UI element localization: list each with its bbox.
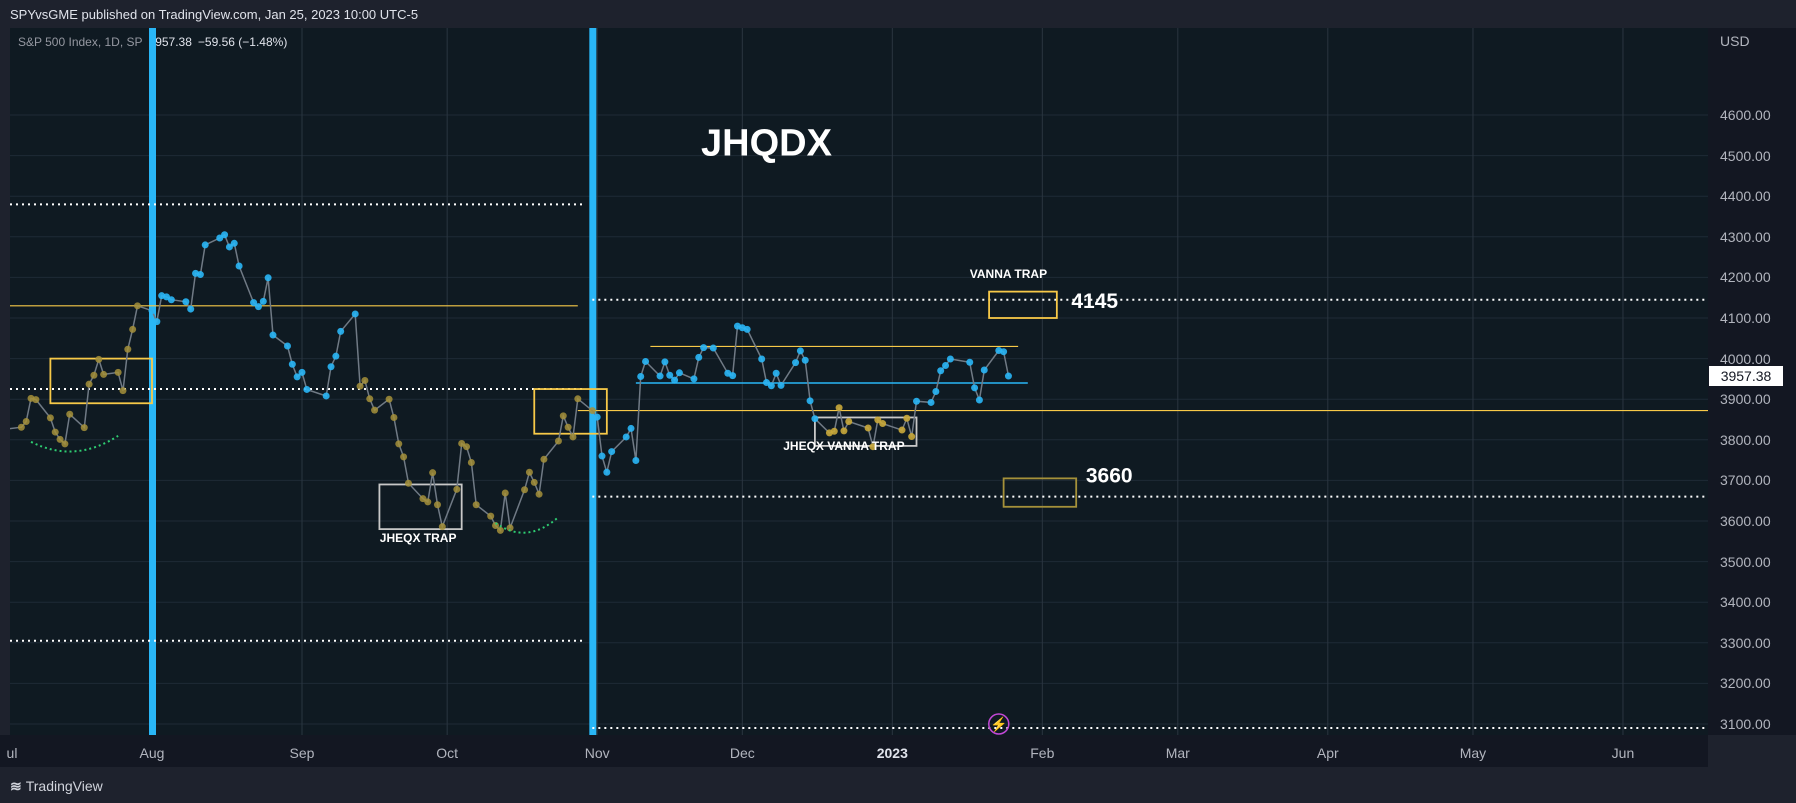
price-tick-label: 3400.00: [1720, 594, 1771, 611]
publish-info: SPYvsGME published on TradingView.com, J…: [10, 7, 419, 22]
publish-header: SPYvsGME published on TradingView.com, J…: [10, 7, 418, 22]
current-price-tag: 3957.38: [1709, 365, 1783, 386]
price-point: [0, 426, 6, 433]
price-tick-label: 3600.00: [1720, 513, 1771, 529]
last-price: 3957.38: [148, 35, 192, 49]
price-tick-label: 3800.00: [1720, 431, 1771, 448]
symbol-label[interactable]: S&P 500 Index, 1D, SP: [18, 35, 143, 49]
price-tick-label: 3500.00: [1720, 553, 1771, 570]
tradingview-logo[interactable]: ≋ TradingView: [10, 778, 103, 795]
time-tick-label: Dec: [729, 745, 755, 761]
price-tick-label: 4600.00: [1720, 107, 1771, 123]
price-tick-label: 4000.00: [1720, 350, 1771, 367]
time-tick-label: Mar: [1165, 745, 1190, 761]
price-tick-label: 3900.00: [1720, 391, 1771, 408]
currency-label[interactable]: USD: [1720, 33, 1750, 49]
plot-area[interactable]: [10, 28, 1708, 735]
time-axis[interactable]: [0, 735, 1708, 767]
price-tick-label: 4500.00: [1720, 147, 1771, 164]
time-tick-label: ul: [6, 745, 18, 761]
brand-label: TradingView: [25, 778, 103, 794]
tv-logo-icon: ≋: [10, 778, 22, 794]
time-tick-label: Feb: [1030, 745, 1055, 761]
price-change: −59.56 (−1.48%): [197, 35, 288, 49]
time-tick-label: Aug: [139, 745, 165, 761]
time-tick-label: Nov: [584, 745, 610, 761]
series-legend: S&P 500 Index, 1D, SP 3957.38 −59.56 (−1.4…: [18, 35, 287, 49]
price-tick-label: 4100.00: [1720, 310, 1771, 326]
time-tick-label: Jun: [1611, 745, 1635, 761]
time-tick-label: 2023: [876, 745, 908, 761]
price-tick-label: 3300.00: [1720, 634, 1771, 651]
time-tick-label: Apr: [1316, 745, 1339, 761]
price-tick-label: 4400.00: [1720, 188, 1771, 205]
price-tick-label: 4300.00: [1720, 228, 1771, 245]
price-tick-label: 3200.00: [1720, 675, 1771, 692]
time-tick-label: Oct: [436, 745, 459, 761]
time-tick-label: May: [1459, 745, 1487, 761]
price-tick-label: 3700.00: [1720, 472, 1771, 489]
price-tick-label: 3100.00: [1720, 716, 1771, 732]
price-tick-label: 4200.00: [1720, 269, 1771, 286]
time-tick-label: Sep: [289, 745, 315, 761]
